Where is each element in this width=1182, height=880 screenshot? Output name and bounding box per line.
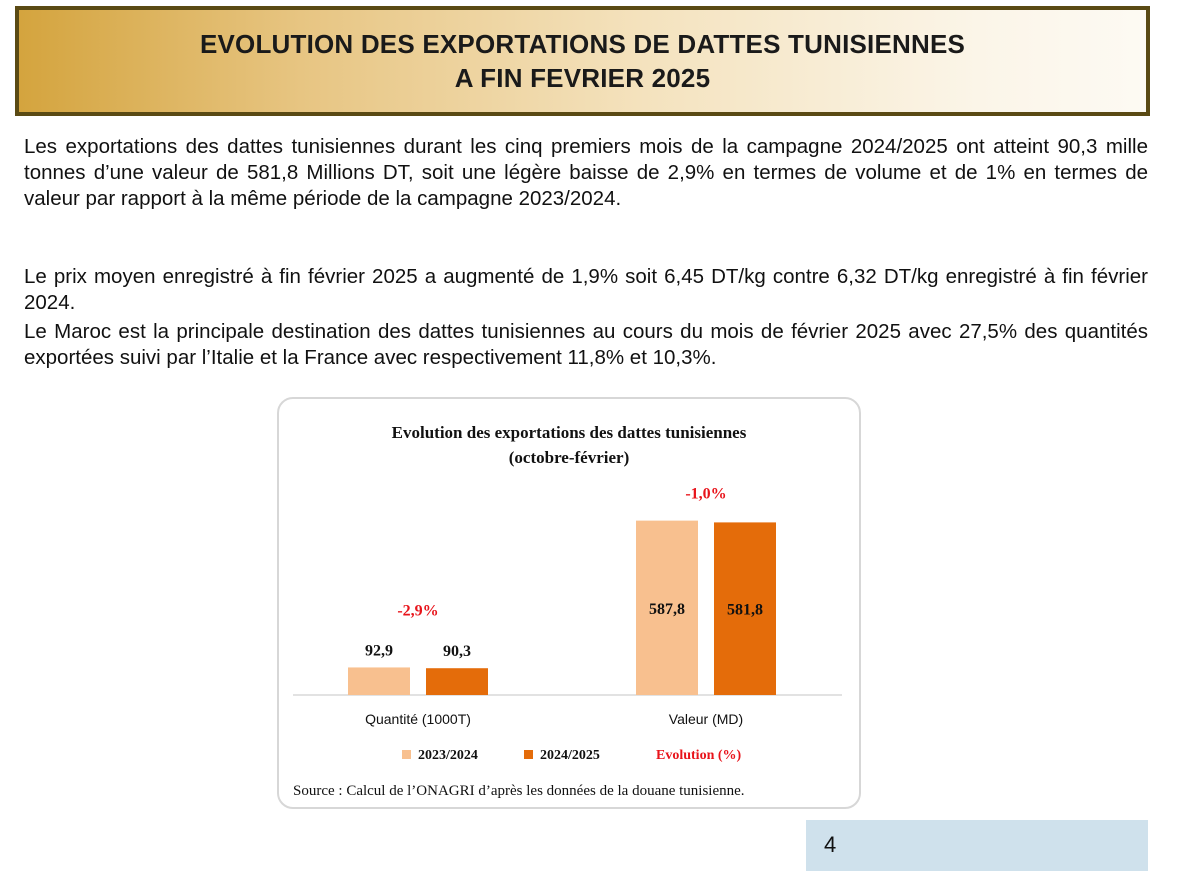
legend-label-2: Evolution (%)	[656, 748, 742, 763]
paragraph-destinations: Le Maroc est la principale destination d…	[24, 320, 1148, 369]
page-number: 4	[824, 832, 837, 857]
bar-2023-2024-0	[348, 667, 410, 695]
chart-plot: 92,9 90,3 Quantité (1000T) -2,9% 587,8 581,8 V…	[293, 486, 842, 763]
bar-value-label-2024-2025-1: 581,8	[727, 602, 763, 619]
chart-card: Evolution des exportations des dattes tu…	[277, 397, 861, 809]
chart-subtitle: (octobre-février)	[508, 448, 630, 467]
legend-label-0: 2023/2024	[418, 748, 478, 763]
evolution-label-1: -1,0%	[685, 486, 726, 503]
legend-label-1: 2024/2025	[540, 748, 600, 763]
x-tick-label-1: Valeur (MD)	[669, 711, 743, 727]
bar-2024-2025-1	[714, 522, 776, 695]
legend-swatch-1	[524, 750, 533, 759]
bar-value-label-2023-2024-0: 92,9	[365, 642, 393, 659]
page-title-line-2: A FIN FEVRIER 2025	[454, 63, 711, 93]
paragraph-summary: Les exportations des dattes tunisiennes …	[24, 135, 1148, 210]
chart-title: Evolution des exportations des dattes tu…	[391, 423, 747, 442]
page-title-line-1: EVOLUTION DES EXPORTATIONS DE DATTES TUN…	[199, 29, 966, 59]
paragraph-price: Le prix moyen enregistré à fin février 2…	[24, 265, 1148, 314]
bar-value-label-2024-2025-0: 90,3	[443, 643, 471, 660]
page-number-box: 4	[806, 820, 1148, 871]
evolution-label-0: -2,9%	[397, 602, 438, 619]
legend-swatch-0	[402, 750, 411, 759]
bar-value-label-2023-2024-1: 587,8	[649, 601, 685, 618]
x-tick-label-0: Quantité (1000T)	[365, 711, 471, 727]
bar-2023-2024-1	[636, 520, 698, 695]
title-banner: EVOLUTION DES EXPORTATIONS DE DATTES TUN…	[15, 6, 1150, 116]
source-note: Source : Calcul de l’ONAGRI d’après les …	[293, 783, 745, 799]
bar-2024-2025-0	[426, 668, 488, 695]
